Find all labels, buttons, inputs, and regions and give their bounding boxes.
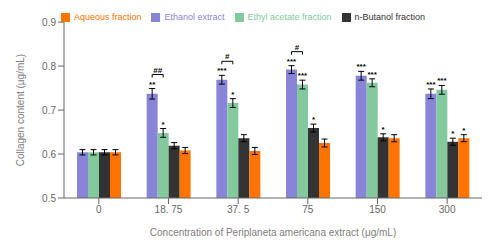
svg-text:***: *** [437, 76, 447, 85]
svg-text:***: *** [287, 57, 297, 66]
html-text:n-Butanol fraction: n-Butanol fraction [354, 12, 426, 22]
svg-text:*: * [312, 115, 316, 124]
svg-text:Concentration of Periplaneta a: Concentration of Periplaneta americana e… [150, 227, 396, 238]
svg-text:#: # [225, 52, 230, 61]
svg-text:*: * [382, 125, 386, 134]
svg-text:0.7: 0.7 [42, 105, 56, 116]
svg-text:300: 300 [439, 204, 456, 215]
svg-text:***: *** [367, 70, 377, 79]
svg-text:0: 0 [96, 204, 102, 215]
svg-text:**: ** [149, 80, 156, 89]
svg-text:*: * [462, 126, 466, 135]
svg-text:*: * [162, 120, 166, 129]
svg-text:0.9: 0.9 [42, 17, 56, 28]
svg-text:0.5: 0.5 [42, 193, 56, 204]
svg-text:150: 150 [369, 204, 386, 215]
svg-text:***: *** [217, 66, 227, 75]
svg-text:***: *** [426, 80, 436, 89]
svg-text:*: * [231, 90, 235, 99]
html-text:Ethyl acetate fraction: Ethyl acetate fraction [247, 12, 332, 22]
svg-text:0.6: 0.6 [42, 149, 56, 160]
html-text:Ethanol extract: Ethanol extract [164, 12, 225, 22]
svg-text:37. 5: 37. 5 [227, 204, 250, 215]
svg-text:***: *** [298, 71, 308, 80]
svg-text:18. 75: 18. 75 [155, 204, 183, 215]
svg-text:***: *** [356, 62, 366, 71]
svg-text:##: ## [153, 66, 162, 75]
svg-text:*: * [451, 129, 455, 138]
svg-text:Collagen content (μg/mL): Collagen content (μg/mL) [15, 54, 26, 167]
svg-text:75: 75 [302, 204, 314, 215]
svg-text:0.8: 0.8 [42, 61, 56, 72]
svg-text:#: # [295, 43, 300, 52]
html-text:Aqueous fraction: Aqueous fraction [73, 12, 142, 22]
